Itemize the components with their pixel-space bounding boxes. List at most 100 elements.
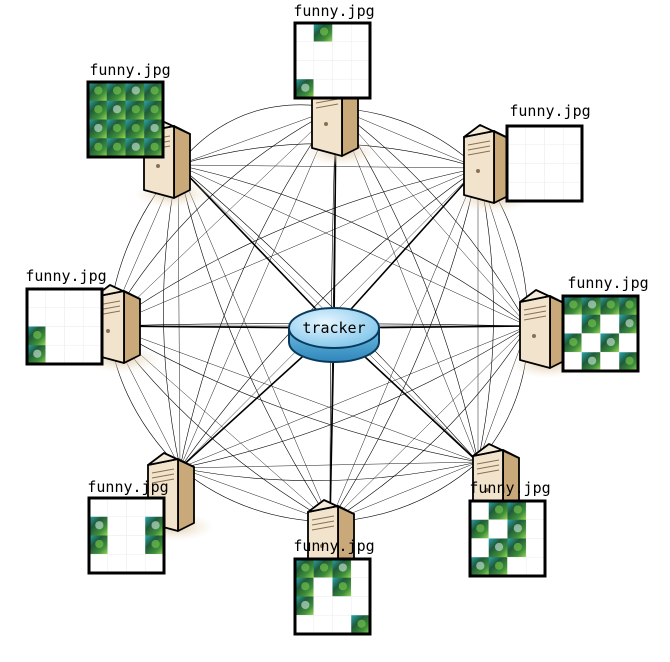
file-box: funny.jpg (293, 537, 374, 634)
piece-missing (526, 145, 545, 164)
piece-missing (333, 79, 352, 98)
file-name-label: funny.jpg (87, 478, 168, 496)
file-box: funny.jpg (563, 274, 649, 371)
piece-missing (333, 23, 352, 42)
tracker-label: tracker (302, 319, 365, 337)
piece-missing (351, 578, 370, 597)
piece-missing (619, 334, 638, 353)
piece-missing (333, 61, 352, 80)
piece-missing (108, 498, 127, 517)
file-box: funny.jpg (507, 102, 591, 201)
file-name-label: funny.jpg (25, 267, 106, 285)
piece-missing (526, 126, 545, 145)
piece-missing (508, 557, 527, 576)
file-box: funny.jpg (25, 267, 106, 364)
file-name-label: funny.jpg (567, 274, 648, 292)
piece-missing (582, 334, 601, 353)
piece-missing (83, 345, 102, 364)
piece-missing (351, 61, 370, 80)
piece-missing (563, 164, 582, 183)
file-box: funny.jpg (88, 61, 171, 157)
piece-missing (65, 308, 84, 327)
piece-missing (295, 615, 314, 634)
file-box: funny.jpg (469, 479, 550, 576)
piece-missing (295, 23, 314, 42)
piece-missing (563, 352, 582, 371)
piece-missing (526, 164, 545, 183)
file-box: funny.jpg (293, 2, 374, 98)
piece-missing (351, 42, 370, 61)
piece-missing (545, 164, 564, 183)
file-name-label: funny.jpg (89, 61, 170, 79)
piece-missing (89, 498, 108, 517)
file-name-label: funny.jpg (293, 537, 374, 555)
piece-missing (314, 42, 333, 61)
piece-missing (333, 42, 352, 61)
piece-missing (563, 315, 582, 334)
piece-missing (127, 517, 146, 536)
piece-missing (601, 315, 620, 334)
piece-missing (545, 145, 564, 164)
piece-missing (127, 554, 146, 573)
piece-missing (507, 126, 526, 145)
piece-missing (295, 42, 314, 61)
piece-missing (108, 517, 127, 536)
piece-missing (351, 79, 370, 98)
piece-missing (545, 126, 564, 145)
piece-missing (470, 501, 489, 520)
peer-link (163, 165, 180, 468)
piece-missing (65, 289, 84, 308)
piece-missing (526, 520, 545, 539)
piece-missing (526, 182, 545, 201)
peer-chord (178, 165, 478, 168)
piece-missing (333, 615, 352, 634)
piece-missing (314, 615, 333, 634)
piece-missing (314, 79, 333, 98)
file-name-label: funny.jpg (469, 479, 550, 497)
file-name-label: funny.jpg (293, 2, 374, 20)
piece-missing (601, 352, 620, 371)
piece-missing (65, 327, 84, 346)
piece-missing (27, 289, 46, 308)
tracker-link (334, 168, 478, 328)
file-box: funny.jpg (87, 478, 168, 573)
piece-missing (83, 308, 102, 327)
piece-missing (65, 345, 84, 364)
piece-missing (470, 539, 489, 558)
piece-missing (145, 498, 164, 517)
piece-missing (108, 536, 127, 555)
piece-missing (127, 536, 146, 555)
piece-missing (83, 327, 102, 346)
piece-missing (89, 554, 108, 573)
piece-missing (563, 182, 582, 201)
piece-missing (314, 597, 333, 616)
piece-missing (351, 559, 370, 578)
piece-missing (314, 61, 333, 80)
piece-missing (351, 597, 370, 616)
piece-missing (46, 308, 65, 327)
piece-missing (145, 554, 164, 573)
tracker: tracker (289, 308, 379, 362)
piece-missing (46, 345, 65, 364)
piece-missing (545, 182, 564, 201)
piece-missing (526, 501, 545, 520)
file-name-label: funny.jpg (509, 102, 590, 120)
piece-missing (83, 289, 102, 308)
piece-missing (507, 182, 526, 201)
piece-missing (507, 164, 526, 183)
piece-missing (108, 554, 127, 573)
peer-chord (180, 462, 478, 468)
piece-missing (563, 126, 582, 145)
piece-missing (351, 23, 370, 42)
piece-missing (489, 520, 508, 539)
piece-missing (46, 289, 65, 308)
piece-missing (563, 145, 582, 164)
piece-missing (526, 539, 545, 558)
piece-missing (127, 498, 146, 517)
piece-missing (333, 597, 352, 616)
piece-missing (314, 578, 333, 597)
piece-missing (46, 327, 65, 346)
piece-missing (27, 308, 46, 327)
peer-chord (178, 165, 180, 468)
